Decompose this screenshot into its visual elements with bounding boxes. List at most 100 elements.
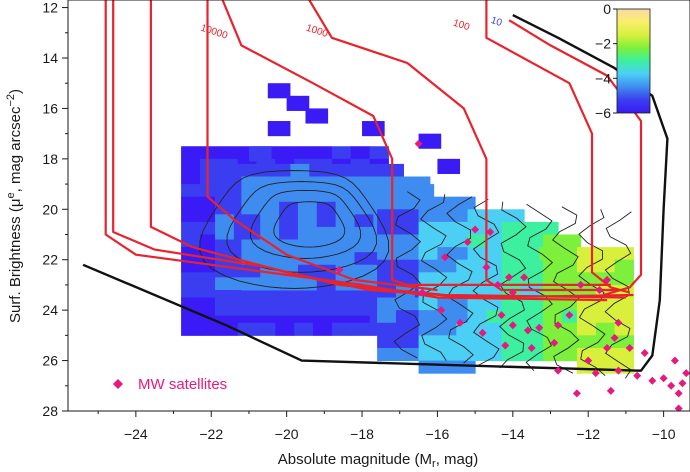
x-tick-label: −20 [275,426,299,442]
heat-cell [520,234,540,248]
heat-cell [275,322,295,336]
heat-cell [369,146,389,160]
heat-cell [377,347,397,362]
heat-cell [346,163,367,178]
satellite-point [625,343,634,352]
satellite-point [497,311,506,320]
heat-cell [377,184,397,198]
heat-cell [576,347,597,362]
curve-label: 10 [489,15,503,29]
heat-cell [346,289,367,304]
y-tick-label: 12 [42,0,58,16]
heat-cell [418,360,438,374]
y-axis-title-tail: , mag arcsec [7,106,24,192]
heat-cell [437,196,457,210]
y-axis-title-close: ) [7,89,24,94]
heat-cell [328,302,348,316]
heat-cell [199,171,220,185]
satellite-point [584,356,593,365]
heat-cell [252,163,273,178]
heat-cell [316,226,337,241]
heat-cell [260,239,280,253]
heat-cell [561,322,582,336]
satellite-point [440,253,449,262]
heat-cell [418,196,438,210]
heat-cell [215,277,235,291]
heat-cell [215,163,235,178]
heat-cell [252,289,273,304]
x-tick-label: −18 [350,426,374,442]
heat-cell [418,133,442,149]
heat-cell [501,221,521,235]
satellite-point [603,343,612,352]
heat-cell [316,214,337,228]
heat-cell [260,201,280,215]
satellite-point [418,288,427,297]
heat-cell [561,284,582,299]
y-axis-title-main: Surf. Brightness (μ [7,199,24,324]
heat-cell [595,360,616,374]
heat-cell [260,189,280,203]
heat-cell [260,214,280,228]
heat-cell [248,146,272,162]
heat-cell [395,259,416,273]
heat-cell [354,226,374,241]
heat-cell [199,297,220,311]
limit-curve [82,14,669,372]
y-tick-label: 22 [42,252,58,268]
heat-cell [437,272,457,286]
heat-cell [199,158,220,172]
heat-cell [335,239,355,253]
heat-cell [279,277,299,291]
heat-cell [316,239,337,253]
satellite-point [501,341,510,350]
heat-cell [395,196,416,210]
heat-cell [395,221,416,235]
heat-cell [467,234,487,248]
satellite-point [603,275,612,284]
x-tick-label: −24 [124,426,148,442]
heat-cell [335,252,355,266]
heat-cell [418,347,438,362]
heat-cell [271,289,291,304]
satellite-point [471,225,480,234]
heat-cell [199,234,220,248]
heat-cell [377,259,397,273]
heat-cell [437,209,457,223]
satellite-point [523,326,532,335]
heat-cell [437,158,461,174]
satellite-point [508,321,517,330]
survey-curve [149,0,634,299]
heat-cell [215,214,235,228]
density-contour [393,191,422,359]
heat-cell [181,158,201,172]
heat-cell [437,310,457,324]
heat-cell [290,302,310,316]
heat-cell [362,121,385,137]
satellite-point [606,386,615,395]
heat-cell [305,108,329,124]
heat-cell [437,335,457,349]
heat-cell [486,209,506,223]
heat-cell [215,201,235,215]
survey-curve [221,0,611,286]
heat-cell [267,121,291,137]
heat-cell [456,360,476,374]
y-axis-title: Surf. Brightness (μe, mag arcsec−2) [5,89,24,323]
heat-cell [505,209,525,223]
heat-cell [233,163,254,178]
density-contour [446,196,474,364]
heat-cell [241,176,261,190]
heat-cell [614,297,634,311]
heat-cell [595,259,616,273]
heat-cell [354,264,374,278]
heat-cell [501,259,521,273]
heat-cell [595,247,616,261]
heat-cell [486,234,506,248]
x-tick-label: −14 [501,426,525,442]
satellite-point [595,285,604,294]
heat-cell [331,322,352,336]
satellite-point [414,139,423,148]
heat-cell [437,234,457,248]
heat-cell [501,247,521,261]
